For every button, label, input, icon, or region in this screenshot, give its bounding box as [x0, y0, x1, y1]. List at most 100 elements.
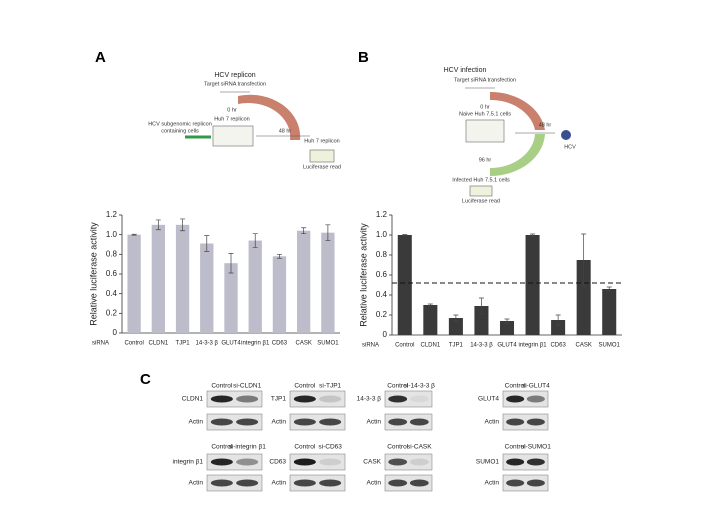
row-label: Actin: [272, 480, 287, 487]
diagram-label: 0 hr: [480, 104, 490, 110]
blot-image: [206, 413, 263, 431]
y-tick-label: 1.2: [376, 210, 388, 219]
panel-label: C: [140, 371, 151, 388]
bar: [499, 321, 515, 335]
blot-image: [384, 474, 433, 492]
diagram-label: containing cells: [161, 128, 199, 134]
diagram-label: 48 hr: [279, 128, 292, 134]
x-tick-label: Control: [395, 343, 414, 349]
blot-image: [384, 413, 433, 431]
blot-image: [206, 453, 263, 471]
bar: [551, 320, 566, 335]
diagram-label: Naive Huh 7.5.1 cells: [459, 111, 511, 117]
blot-image: [289, 413, 346, 431]
x-tick-label: CD63: [550, 343, 566, 349]
bar: [175, 224, 190, 333]
x-tick-label: CLDN1: [420, 343, 440, 349]
x-tick-label: GLUT4: [221, 341, 241, 347]
error-bar: [325, 224, 331, 241]
blot-band: [236, 395, 259, 403]
blot-band: [319, 458, 342, 466]
blot-image: [289, 453, 346, 471]
blot-image: [384, 390, 433, 408]
diagram-title: HCV replicon: [214, 72, 255, 79]
row-label: GLUT4: [478, 396, 499, 403]
row-label: CASK: [363, 459, 381, 466]
diagram-label: HCV: [564, 144, 576, 150]
panel-label: A: [95, 49, 106, 66]
row-label: CD63: [269, 459, 286, 466]
error-bar: [276, 253, 282, 259]
lane-label: si-integrin β1: [228, 444, 266, 451]
error-bar: [155, 219, 161, 231]
y-tick-label: 1.2: [106, 210, 118, 219]
blot-band: [293, 418, 316, 426]
y-tick-label: 1.0: [376, 230, 388, 239]
diagram-label: Luciferase read: [462, 198, 500, 204]
lane-label: Control: [387, 444, 409, 451]
error-bar: [504, 318, 510, 324]
blot-band: [210, 479, 233, 487]
error-bar: [606, 286, 612, 292]
blot-band: [293, 479, 316, 487]
lane-label: Control: [505, 444, 527, 451]
lane-label: Control: [294, 444, 316, 451]
y-tick-label: 0.4: [376, 290, 388, 299]
y-tick-label: 0: [113, 328, 118, 337]
error-bar: [180, 218, 186, 232]
lane-label: si-CASK: [407, 444, 432, 451]
blot-image: [289, 390, 346, 408]
error-bar: [131, 233, 137, 236]
blot-band: [388, 395, 408, 403]
blot-band: [236, 458, 259, 466]
y-tick-label: 0.8: [106, 249, 118, 258]
x-tick-label: 14-3-3 β: [470, 343, 493, 349]
error-bar: [402, 234, 408, 236]
bar: [151, 224, 165, 333]
x-tick-label: GLUT4: [497, 343, 517, 349]
row-label: Actin: [485, 419, 500, 426]
x-tick-label: CASK: [295, 341, 311, 347]
blot-band: [293, 458, 316, 466]
y-tick-label: 0.2: [376, 310, 388, 319]
diagram-label: Infected Huh 7.5.1 cells: [452, 177, 510, 183]
blot-band: [506, 458, 525, 466]
blot-band: [210, 458, 233, 466]
diagram-label: 0 hr: [227, 107, 237, 113]
diagram-label: HCV subgenomic replicon: [148, 121, 212, 127]
row-label: Actin: [485, 480, 500, 487]
y-tick-label: 0.6: [376, 270, 388, 279]
error-bar: [555, 314, 561, 326]
bar: [423, 305, 438, 335]
lane-label: si-CD63: [318, 444, 342, 451]
diagram-label: 96 hr: [479, 157, 492, 163]
bar: [397, 235, 412, 335]
bar: [602, 289, 617, 335]
blot-band: [409, 418, 429, 426]
y-tick-label: 0: [383, 330, 388, 339]
blot-band: [388, 418, 408, 426]
y-tick-label: 0.6: [106, 269, 118, 278]
blot-band: [409, 458, 429, 466]
lane-label: si-GLUT4: [522, 383, 550, 390]
x-tick-label: Control: [124, 341, 143, 347]
diagram-a-shapes: [185, 91, 335, 163]
blot-band: [388, 479, 408, 487]
blot-image: [206, 474, 263, 492]
bar: [248, 240, 262, 333]
blot-band: [319, 479, 342, 487]
blot-band: [409, 395, 429, 403]
diagram-label: Huh 7 replicon: [304, 138, 339, 144]
diagram-title: HCV infection: [444, 67, 487, 74]
row-label: SUMO1: [476, 459, 500, 466]
row-label: 14-3-3 β: [357, 396, 382, 403]
y-tick-label: 0.4: [106, 289, 118, 298]
bar: [200, 243, 214, 333]
blot-band: [506, 395, 525, 403]
blot-band: [293, 395, 316, 403]
row-label: Actin: [189, 419, 204, 426]
lane-label: Control: [294, 383, 316, 390]
blot-image: [502, 390, 549, 408]
row-label: Actin: [367, 419, 382, 426]
